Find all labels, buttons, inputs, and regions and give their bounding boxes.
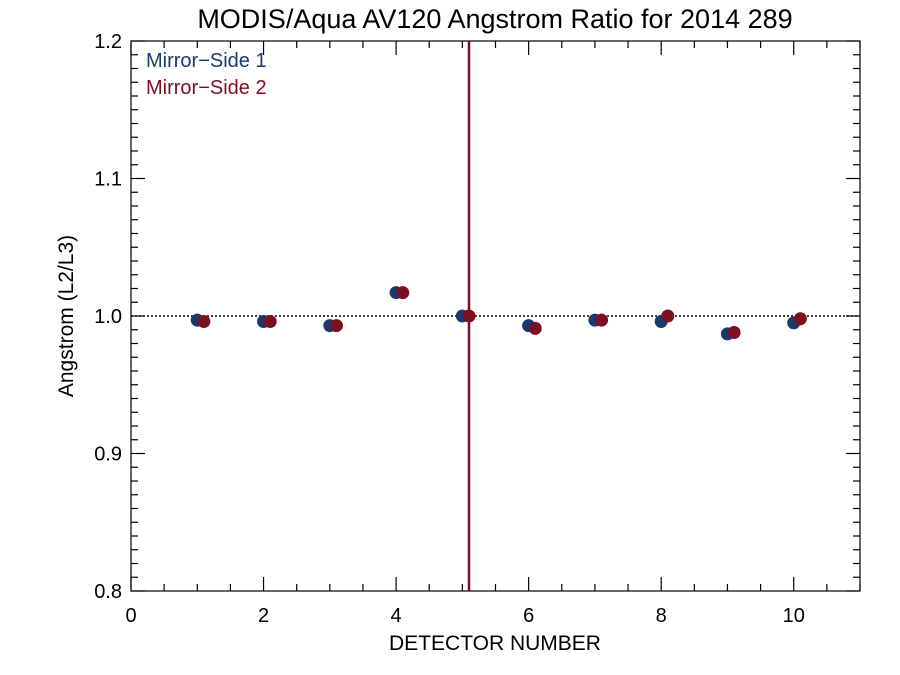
series-2-point	[197, 315, 211, 328]
y-tick-label: 1.2	[94, 31, 122, 53]
x-tick-label: 2	[258, 605, 269, 627]
series-2-point	[661, 309, 675, 323]
series-2-point	[462, 309, 476, 323]
x-tick-label: 8	[656, 605, 667, 627]
series-2-point	[595, 313, 609, 327]
series-2-point	[528, 321, 542, 335]
legend-entry-series-2: Mirror−Side 2	[146, 77, 267, 99]
x-tick-label: 10	[783, 605, 805, 627]
series-2-point	[396, 286, 410, 300]
axis-ticks	[130, 40, 861, 592]
x-tick-label: 6	[523, 605, 534, 627]
x-axis-title: DETECTOR NUMBER	[389, 632, 601, 655]
x-tick-label: 0	[125, 605, 136, 627]
x-axis-tick-labels: 0 2 4 6 8 10	[125, 605, 804, 627]
x-tick-label: 4	[391, 605, 402, 627]
legend-entry-series-1: Mirror−Side 1	[146, 50, 267, 72]
y-axis-title: Angstrom (L2/L3)	[55, 235, 78, 397]
series-2-point	[727, 326, 741, 339]
series-2-point	[263, 315, 277, 328]
legend: Mirror−Side 1 Mirror−Side 2	[146, 50, 267, 99]
y-tick-label: 1.1	[94, 169, 122, 191]
series-2-point	[329, 319, 343, 333]
chart-title: MODIS/Aqua AV120 Angstrom Ratio for 2014…	[197, 4, 792, 34]
data-points	[190, 286, 807, 341]
series-2-point	[793, 312, 807, 326]
y-tick-label: 1.0	[94, 306, 122, 328]
y-axis-tick-labels: 0.8 0.9 1.0 1.1 1.2	[94, 31, 122, 603]
y-tick-label: 0.8	[94, 581, 122, 603]
y-tick-label: 0.9	[94, 444, 122, 466]
